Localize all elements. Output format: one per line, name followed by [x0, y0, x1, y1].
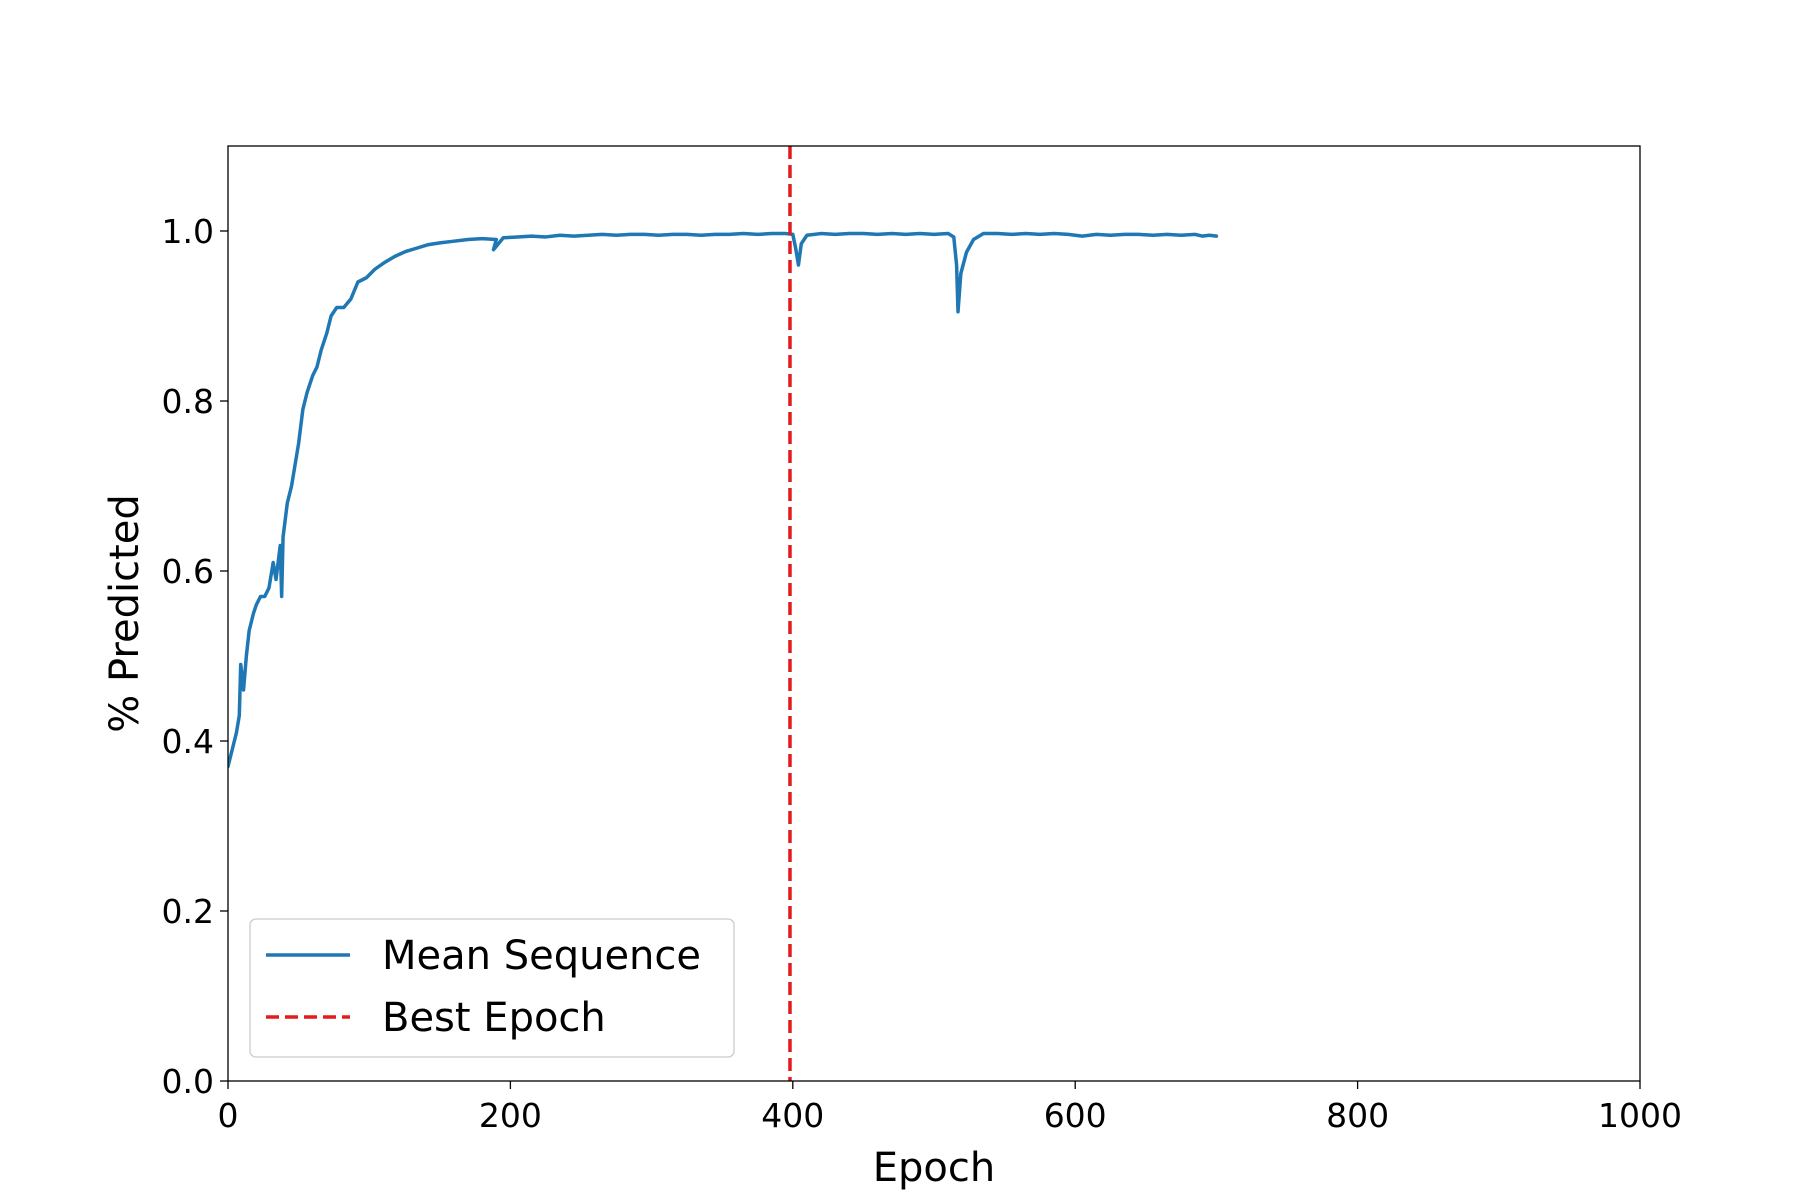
x-tick-label: 800 [1326, 1096, 1389, 1135]
y-tick-label: 0.2 [162, 892, 214, 931]
x-tick-label: 200 [479, 1096, 542, 1135]
legend-label: Mean Sequence [382, 933, 701, 979]
plot-layer [228, 146, 1219, 1081]
x-tick-label: 600 [1044, 1096, 1107, 1135]
plot-frame [227, 145, 1641, 1082]
axes-layer: 0 200 400 600 800 1000 0.0 0.2 0.4 0.6 0.8 1.0 Epoch… [102, 145, 1682, 1191]
series-line-mean-sequence [228, 231, 1219, 769]
x-tick-label: 400 [761, 1096, 824, 1135]
x-tick-label: 1000 [1598, 1096, 1682, 1135]
x-tick-label: 0 [218, 1096, 239, 1135]
series-group [228, 146, 1219, 1081]
legend: Mean Sequence Best Epoch [249, 918, 735, 1058]
legend-box [249, 918, 735, 1058]
y-tick-label: 0.6 [162, 552, 214, 591]
y-axis-label: % Predicted [102, 494, 148, 733]
legend-label: Best Epoch [382, 995, 606, 1041]
y-tick-label: 1.0 [162, 212, 214, 251]
y-tick-label: 0.0 [162, 1062, 214, 1101]
y-tick-label: 0.8 [162, 382, 214, 421]
x-axis-label: Epoch [873, 1145, 995, 1191]
y-tick-label: 0.4 [162, 722, 214, 761]
